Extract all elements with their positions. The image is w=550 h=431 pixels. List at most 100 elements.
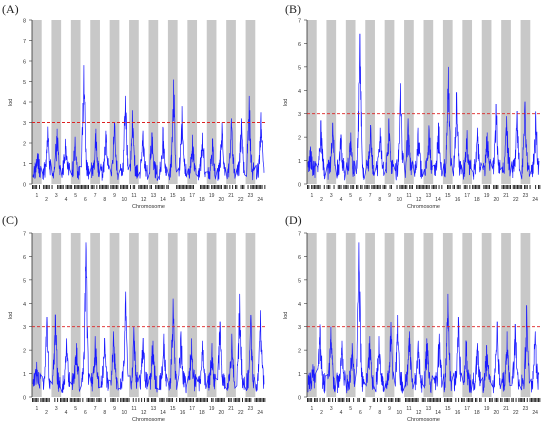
chromosome-label: 12 xyxy=(141,197,147,203)
chromosome-label: 19 xyxy=(209,193,215,199)
marker-tick xyxy=(254,398,256,402)
marker-tick xyxy=(497,398,499,402)
chromosome-label: 6 xyxy=(359,410,362,416)
marker-tick xyxy=(526,398,528,402)
marker-tick xyxy=(469,185,471,189)
marker-tick xyxy=(152,398,154,402)
lod-trace xyxy=(32,242,265,394)
marker-tick xyxy=(197,398,199,402)
marker-tick xyxy=(423,185,425,189)
chromosome-band xyxy=(109,20,120,184)
marker-tick xyxy=(427,185,429,189)
marker-tick xyxy=(37,398,39,402)
marker-tick xyxy=(398,398,399,402)
chromosome-label: 7 xyxy=(94,406,97,412)
panel-c-chart: 01234567lod12345678910111213141516171819… xyxy=(8,232,266,423)
marker-tick xyxy=(410,398,412,402)
marker-tick xyxy=(417,185,419,189)
marker-tick xyxy=(351,185,353,189)
panel-a-label: (A) xyxy=(2,2,19,16)
y-tick-label: 6 xyxy=(23,60,26,66)
chromosome-band xyxy=(501,233,511,397)
marker-tick xyxy=(163,185,165,189)
marker-tick xyxy=(110,185,112,189)
marker-tick xyxy=(71,185,73,189)
marker-tick xyxy=(184,398,186,402)
marker-tick xyxy=(412,398,413,402)
marker-tick xyxy=(74,398,75,402)
marker-tick xyxy=(501,185,503,189)
chromosome-band xyxy=(206,20,217,184)
lod-trace xyxy=(32,65,265,181)
marker-tick xyxy=(326,185,328,189)
marker-tick xyxy=(399,398,401,402)
chromosome-label: 20 xyxy=(219,197,225,203)
marker-tick xyxy=(116,185,117,189)
marker-tick xyxy=(96,398,98,402)
marker-tick xyxy=(329,185,331,189)
marker-tick xyxy=(43,185,45,189)
marker-tick xyxy=(256,398,257,402)
chromosome-label: 19 xyxy=(484,193,490,199)
marker-tick xyxy=(417,398,419,402)
marker-tick xyxy=(86,398,88,402)
marker-tick xyxy=(244,398,246,402)
chromosome-label: 18 xyxy=(474,410,480,416)
marker-tick xyxy=(340,398,342,402)
marker-tick xyxy=(69,398,71,402)
marker-tick xyxy=(32,398,33,402)
y-tick-label: 3 xyxy=(298,112,301,118)
y-tick-label: 2 xyxy=(23,142,26,148)
y-tick-label: 1 xyxy=(298,372,301,378)
marker-tick xyxy=(521,185,523,189)
marker-tick xyxy=(61,185,63,189)
marker-tick xyxy=(103,185,105,189)
chromosome-label: 23 xyxy=(248,193,254,199)
marker-tick xyxy=(494,185,496,189)
chromosome-band xyxy=(520,233,531,397)
marker-tick xyxy=(416,398,418,402)
x-axis-label: Chromosome xyxy=(407,204,440,210)
chromosome-label: 14 xyxy=(160,410,166,416)
chromosome-label: 8 xyxy=(378,197,381,203)
marker-tick xyxy=(186,185,187,189)
marker-tick xyxy=(421,185,423,189)
marker-tick xyxy=(75,185,77,189)
marker-tick xyxy=(250,398,252,402)
marker-tick xyxy=(360,185,362,189)
marker-tick xyxy=(391,185,392,189)
marker-tick xyxy=(181,398,183,402)
marker-tick xyxy=(477,185,479,189)
marker-tick xyxy=(144,398,145,402)
marker-tick xyxy=(74,185,75,189)
marker-tick xyxy=(232,185,234,189)
marker-tick xyxy=(462,398,464,402)
marker-tick xyxy=(508,398,510,402)
marker-tick xyxy=(148,398,150,402)
marker-tick xyxy=(47,185,49,189)
marker-tick xyxy=(365,185,367,189)
marker-tick xyxy=(405,398,406,402)
marker-tick xyxy=(428,185,430,189)
marker-tick xyxy=(487,185,489,189)
chromosome-band xyxy=(245,20,256,184)
chromosome-band xyxy=(326,20,337,184)
chromosome-label: 17 xyxy=(189,193,195,199)
chromosome-label: 5 xyxy=(349,193,352,199)
chromosome-band xyxy=(129,233,139,397)
marker-tick xyxy=(247,185,249,189)
marker-tick xyxy=(160,398,162,402)
marker-tick xyxy=(67,185,68,189)
marker-tick xyxy=(62,398,64,402)
marker-tick xyxy=(458,185,460,189)
chromosome-label: 8 xyxy=(103,197,106,203)
marker-tick xyxy=(314,398,315,402)
marker-tick xyxy=(466,398,468,402)
marker-tick xyxy=(113,398,115,402)
marker-tick xyxy=(456,185,458,189)
marker-tick xyxy=(82,185,84,189)
marker-tick xyxy=(323,185,325,189)
marker-tick xyxy=(211,185,213,189)
marker-tick xyxy=(144,185,145,189)
marker-tick xyxy=(239,398,241,402)
